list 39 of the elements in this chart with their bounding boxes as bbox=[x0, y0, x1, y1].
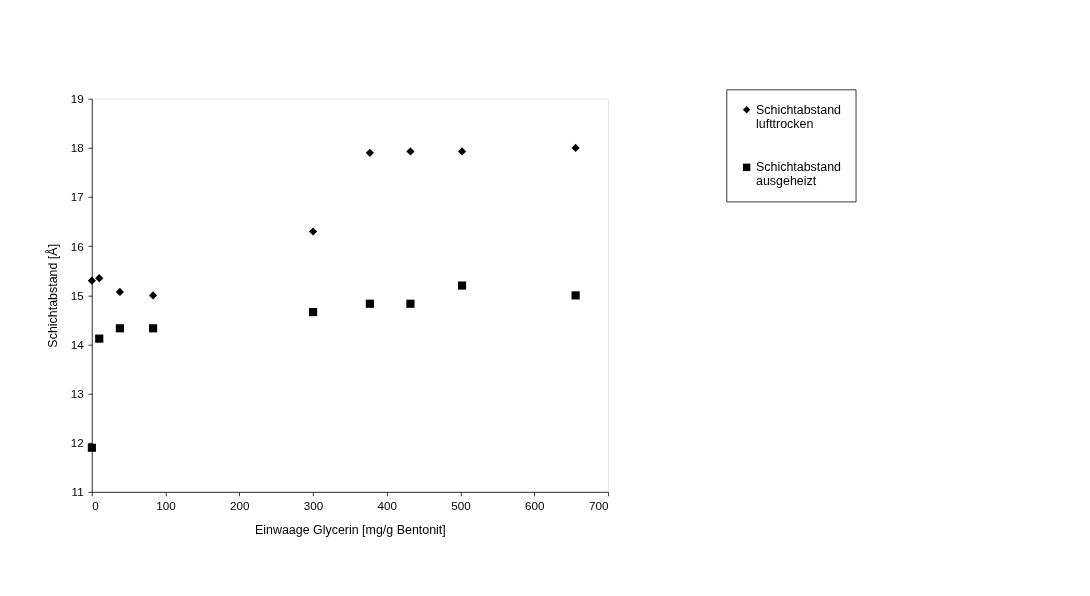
x-tick-label: 600 bbox=[524, 499, 545, 513]
y-tick-label: 19 bbox=[70, 92, 84, 106]
point bbox=[365, 299, 374, 308]
point bbox=[115, 287, 124, 297]
x-tick-label: 100 bbox=[156, 499, 177, 513]
legend-label: Schichtabstand ausgeheizt bbox=[755, 160, 842, 189]
x-tick-label: 300 bbox=[303, 499, 324, 513]
x-tick-label: 0 bbox=[92, 499, 100, 513]
y-tick-label: 16 bbox=[70, 239, 84, 253]
y-tick-label: 18 bbox=[70, 141, 84, 155]
y-tick-label: 14 bbox=[70, 337, 85, 351]
y-tick-label: 12 bbox=[70, 436, 84, 450]
point bbox=[148, 324, 158, 333]
point bbox=[406, 299, 415, 308]
point bbox=[571, 291, 580, 300]
x-tick-label: 500 bbox=[451, 499, 472, 513]
y-tick-label: 11 bbox=[71, 485, 84, 499]
legend-label: Schichtabstand lufttrocken bbox=[755, 102, 842, 131]
point bbox=[309, 308, 318, 317]
point bbox=[571, 143, 580, 153]
point bbox=[115, 324, 124, 333]
y-tick-label: 13 bbox=[70, 386, 84, 400]
point bbox=[95, 334, 104, 343]
y-tick-label: 15 bbox=[70, 288, 84, 302]
point bbox=[148, 291, 158, 300]
y-tick-label: 17 bbox=[70, 190, 84, 204]
point bbox=[309, 227, 318, 236]
point bbox=[365, 148, 374, 157]
x-tick-label: 700 bbox=[589, 499, 609, 513]
point bbox=[95, 274, 104, 283]
point bbox=[457, 281, 467, 290]
x-tick-label: 200 bbox=[230, 499, 250, 513]
point bbox=[406, 147, 415, 156]
point bbox=[87, 443, 96, 452]
y-axis-title: Schichtabstand [Å] bbox=[45, 243, 61, 348]
point bbox=[87, 276, 96, 285]
x-axis-title: Einwaage Glycerin [mg/g Bentonit] bbox=[254, 522, 446, 537]
point bbox=[457, 147, 467, 156]
x-tick-label: 400 bbox=[377, 499, 398, 513]
